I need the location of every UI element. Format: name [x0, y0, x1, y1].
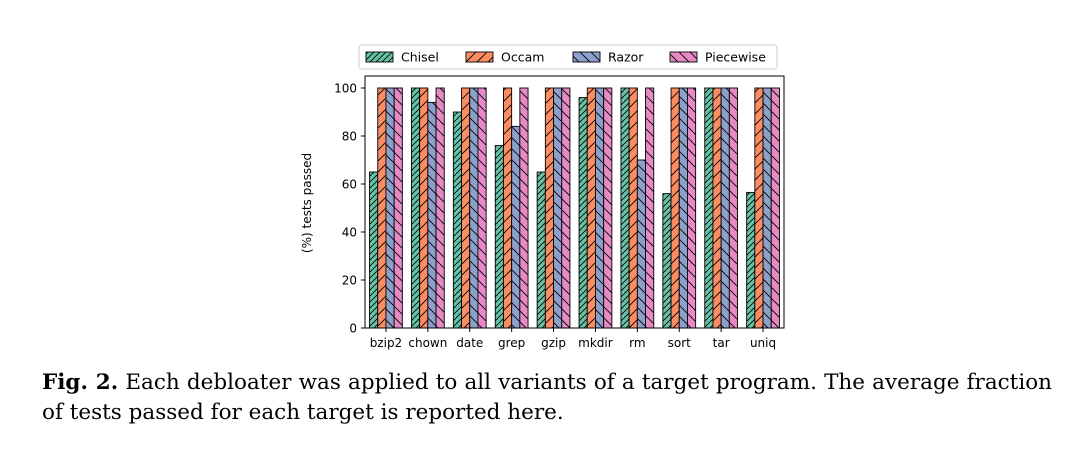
bar-razor-gzip	[553, 87, 563, 329]
bar-occam-chown	[419, 87, 429, 329]
bar-chisel-gzip	[536, 171, 546, 329]
bar-chisel-bzip2	[369, 171, 379, 329]
y-tick-label-20: 20	[342, 274, 357, 288]
legend-label-occam: Occam	[501, 50, 544, 65]
bar-occam-mkdir	[586, 87, 596, 329]
x-tick-label-rm: rm	[629, 336, 645, 350]
plot-area	[369, 87, 780, 329]
bar-chisel-tar	[704, 87, 714, 329]
bar-razor-rm	[636, 159, 646, 329]
bar-piecewise-grep	[519, 87, 529, 329]
bar-piecewise-gzip	[561, 87, 571, 329]
axes-frame	[364, 75, 785, 329]
x-tick-label-sort: sort	[668, 336, 692, 350]
bar-chisel-uniq	[746, 191, 756, 329]
caption-label: Fig. 2.	[42, 370, 119, 395]
bar-razor-tar	[720, 87, 730, 329]
bar-razor-grep	[511, 125, 521, 329]
bar-razor-mkdir	[595, 87, 605, 329]
bar-occam-grep	[503, 87, 513, 329]
bar-piecewise-mkdir	[603, 87, 613, 329]
x-tick-label-mkdir: mkdir	[578, 336, 613, 350]
bar-piecewise-chown	[435, 87, 445, 329]
bar-chisel-date	[452, 111, 463, 329]
bar-chisel-chown	[411, 87, 421, 329]
bar-razor-bzip2	[385, 87, 395, 329]
bar-piecewise-rm	[645, 87, 655, 329]
legend-label-piecewise: Piecewise	[705, 50, 766, 65]
bar-chisel-grep	[494, 145, 504, 329]
bar-razor-uniq	[762, 87, 772, 329]
legend-swatch-piecewise	[669, 51, 698, 63]
bar-chisel-rm	[620, 87, 630, 329]
bar-occam-rm	[628, 87, 638, 329]
x-tick-label-grep: grep	[498, 336, 525, 350]
bar-occam-gzip	[544, 87, 554, 329]
legend-label-chisel: Chisel	[401, 50, 439, 65]
bar-piecewise-tar	[728, 87, 738, 329]
bar-piecewise-date	[477, 87, 487, 329]
legend-label-razor: Razor	[608, 50, 644, 65]
bar-piecewise-sort	[687, 87, 697, 329]
x-tick-label-gzip: gzip	[541, 336, 566, 350]
bar-piecewise-uniq	[770, 87, 780, 329]
x-tick-label-tar: tar	[713, 336, 730, 350]
legend-swatch-occam	[465, 51, 494, 63]
legend-frame	[358, 44, 778, 70]
bar-occam-date	[461, 87, 471, 329]
x-tick-label-bzip2: bzip2	[370, 336, 403, 350]
bar-razor-chown	[427, 101, 437, 329]
x-tick-label-date: date	[456, 336, 483, 350]
y-tick-label-80: 80	[342, 130, 357, 144]
bar-piecewise-bzip2	[393, 87, 403, 329]
x-tick-label-chown: chown	[408, 336, 447, 350]
y-tick-label-100: 100	[334, 82, 357, 96]
bar-chisel-mkdir	[578, 97, 588, 329]
bar-occam-tar	[712, 87, 722, 329]
y-tick-label-60: 60	[342, 178, 357, 192]
legend: Chisel Occam Razor Piecewise	[358, 44, 778, 70]
figure-caption: Fig. 2. Each debloater was applied to al…	[42, 368, 1052, 428]
bar-occam-uniq	[754, 87, 764, 329]
bar-razor-date	[469, 87, 479, 329]
y-tick-label-0: 0	[349, 322, 357, 336]
axes: bzip2 chown date grep gzip mkdir rm sort tar uniq…	[334, 75, 785, 350]
bar-occam-bzip2	[377, 87, 387, 329]
y-axis-label: (%) tests passed	[300, 153, 314, 253]
bar-chisel-sort	[662, 193, 672, 329]
x-tick-label-uniq: uniq	[750, 336, 776, 350]
caption-text: Each debloater was applied to all varian…	[42, 370, 1052, 425]
bar-occam-sort	[670, 87, 680, 329]
legend-swatch-chisel	[365, 51, 394, 63]
y-tick-label-40: 40	[342, 226, 357, 240]
legend-swatch-razor	[572, 51, 601, 63]
bar-razor-sort	[678, 87, 688, 329]
